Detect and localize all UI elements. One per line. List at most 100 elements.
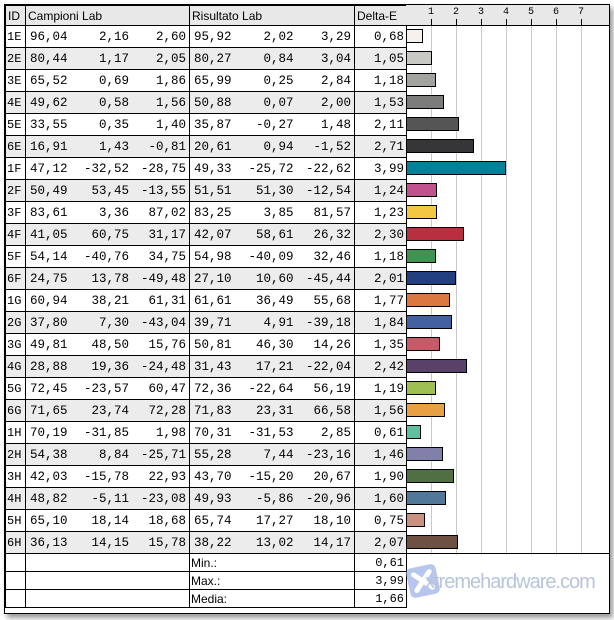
b-value: 14,17: [313, 535, 351, 550]
x-tick-mark: [431, 19, 432, 26]
header-id: ID: [5, 5, 26, 26]
a-value: 0,94: [263, 139, 294, 154]
l-value: 65,52: [30, 73, 68, 88]
bar-4G: [406, 359, 467, 373]
x-tick-mark: [481, 19, 482, 26]
risultato-cell: 31,43 17,21 -22,04: [189, 355, 355, 378]
b-value: 15,78: [148, 535, 186, 550]
b-value: 18,10: [313, 513, 351, 528]
a-value: 2,16: [98, 29, 129, 44]
l-value: 49,62: [30, 95, 68, 110]
bar-5E: [406, 117, 459, 131]
risultato-cell: 27,10 10,60 -45,44: [189, 267, 355, 290]
summary-value: 3,99: [354, 571, 407, 590]
a-value: 2,02: [263, 29, 294, 44]
delta-e-value: 1,56: [354, 399, 407, 422]
b-value: -49,48: [140, 271, 186, 286]
a-value: -23,57: [83, 381, 129, 396]
delta-e-value: 1,19: [354, 377, 407, 400]
a-value: 0,25: [263, 73, 294, 88]
a-value: -31,85: [83, 425, 129, 440]
bar-6H: [406, 535, 458, 549]
a-value: -5,86: [255, 491, 294, 506]
risultato-cell: 35,87 -0,27 1,48: [189, 113, 355, 136]
gridline: [456, 26, 457, 555]
table-row: 3F 83,61 3,36 87,02 83,25 3,85 81,57 1,23: [5, 201, 407, 224]
risultato-cell: 55,28 7,44 -23,16: [189, 443, 355, 466]
a-value: -40,09: [248, 249, 294, 264]
b-value: 32,46: [313, 249, 351, 264]
delta-e-value: 2,71: [354, 135, 407, 158]
a-value: 18,14: [91, 513, 129, 528]
row-id: 4E: [5, 91, 26, 114]
l-value: 49,33: [194, 161, 232, 176]
b-value: -13,55: [140, 183, 186, 198]
table-row: 3E 65,52 0,69 1,86 65,99 0,25 2,84 1,18: [5, 69, 407, 92]
row-id: 3E: [5, 69, 26, 92]
bar-3H: [406, 469, 454, 483]
b-value: 26,32: [313, 227, 351, 242]
table-row: 2G 37,80 7,30 -43,04 39,71 4,91 -39,18 1,84: [5, 311, 407, 334]
l-value: 20,61: [194, 139, 232, 154]
risultato-cell: 70,31 -31,53 2,85: [189, 421, 355, 444]
table-row: 2E 80,44 1,17 2,05 80,27 0,84 3,04 1,05: [5, 47, 407, 70]
l-value: 60,94: [30, 293, 68, 308]
b-value: -23,08: [140, 491, 186, 506]
risultato-cell: 50,88 0,07 2,00: [189, 91, 355, 114]
x-tick-label: 3: [477, 7, 485, 18]
bar-2F: [406, 183, 437, 197]
row-id: 3F: [5, 201, 26, 224]
row-id: 2G: [5, 311, 26, 334]
b-value: -25,71: [140, 447, 186, 462]
table-row: 5F 54,14 -40,76 34,75 54,98 -40,09 32,46 1,18: [5, 245, 407, 268]
b-value: -24,48: [140, 359, 186, 374]
lab-table: ID Campioni Lab Risultato Lab Delta-E 1E…: [5, 5, 407, 608]
l-value: 55,28: [194, 447, 232, 462]
l-value: 83,25: [194, 205, 232, 220]
b-value: 1,86: [155, 73, 186, 88]
x-tick-label: 1: [427, 7, 435, 18]
summary-row: Media: 1,66: [5, 589, 407, 608]
summary-label: Min.:: [189, 553, 355, 572]
bar-6F: [406, 271, 457, 285]
gridline: [431, 26, 432, 555]
risultato-cell: 65,99 0,25 2,84: [189, 69, 355, 92]
campioni-cell: 50,49 53,45 -13,55: [25, 179, 190, 202]
table-row: 6F 24,75 13,78 -49,48 27,10 10,60 -45,44 2,01: [5, 267, 407, 290]
l-value: 42,03: [30, 469, 68, 484]
risultato-cell: 95,92 2,02 3,29: [189, 25, 355, 48]
delta-e-value: 3,99: [354, 157, 407, 180]
b-value: 1,48: [320, 117, 351, 132]
a-value: -0,27: [255, 117, 294, 132]
b-value: 31,17: [148, 227, 186, 242]
b-value: 2,05: [155, 51, 186, 66]
l-value: 27,10: [194, 271, 232, 286]
a-value: 19,36: [91, 359, 129, 374]
a-value: 58,61: [255, 227, 294, 242]
row-id: 1F: [5, 157, 26, 180]
l-value: 31,43: [194, 359, 232, 374]
a-value: 13,78: [91, 271, 129, 286]
b-value: 2,85: [320, 425, 351, 440]
row-id: 4F: [5, 223, 26, 246]
campioni-cell: 28,88 19,36 -24,48: [25, 355, 190, 378]
l-value: 80,44: [30, 51, 68, 66]
a-value: 0,84: [263, 51, 294, 66]
risultato-cell: 49,93 -5,86 -20,96: [189, 487, 355, 510]
b-value: 2,84: [320, 73, 351, 88]
row-id: 4G: [5, 355, 26, 378]
table-row: 6G 71,65 23,74 72,28 71,83 23,31 66,58 1,56: [5, 399, 407, 422]
b-value: 18,68: [148, 513, 186, 528]
l-value: 72,45: [30, 381, 68, 396]
campioni-cell: 96,04 2,16 2,60: [25, 25, 190, 48]
summary-row: Max.: 3,99: [5, 571, 407, 590]
b-value: -1,52: [313, 139, 351, 154]
header-risultato: Risultato Lab: [189, 5, 355, 26]
l-value: 96,04: [30, 29, 68, 44]
l-value: 16,91: [30, 139, 68, 154]
a-value: 36,49: [255, 293, 294, 308]
a-value: -31,53: [248, 425, 294, 440]
campioni-cell: 72,45 -23,57 60,47: [25, 377, 190, 400]
l-value: 54,38: [30, 447, 68, 462]
a-value: 4,91: [263, 315, 294, 330]
